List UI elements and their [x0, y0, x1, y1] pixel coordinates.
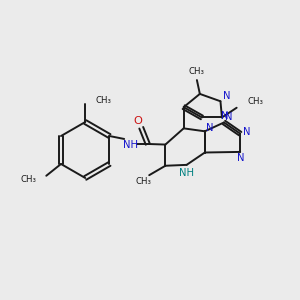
Text: N: N [243, 127, 250, 137]
Text: N: N [237, 153, 244, 163]
Text: NH: NH [178, 168, 194, 178]
Text: N: N [225, 112, 232, 122]
Text: CH₃: CH₃ [21, 175, 37, 184]
Text: CH₃: CH₃ [248, 98, 263, 106]
Text: N: N [223, 91, 230, 101]
Text: CH₃: CH₃ [188, 67, 204, 76]
Text: N: N [206, 123, 213, 133]
Text: N: N [221, 111, 228, 121]
Text: CH₃: CH₃ [136, 177, 152, 186]
Text: O: O [133, 116, 142, 126]
Text: NH: NH [123, 140, 138, 150]
Text: CH₃: CH₃ [95, 96, 112, 105]
